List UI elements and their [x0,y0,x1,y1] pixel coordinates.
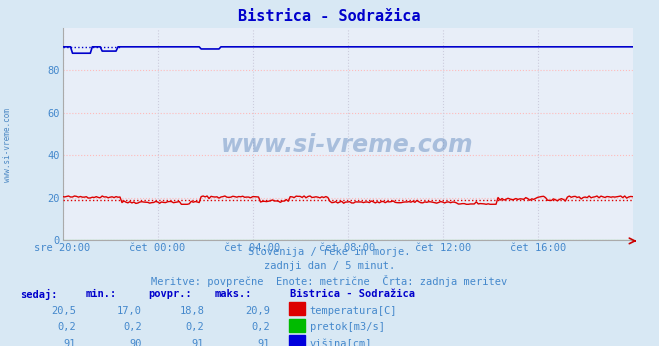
Text: 18,8: 18,8 [179,306,204,316]
Text: min.:: min.: [86,289,117,299]
Text: 0,2: 0,2 [57,322,76,332]
Text: 17,0: 17,0 [117,306,142,316]
Text: www.si-vreme.com: www.si-vreme.com [3,108,13,182]
Text: www.si-vreme.com: www.si-vreme.com [221,133,474,157]
Text: povpr.:: povpr.: [148,289,192,299]
Text: Meritve: povprečne  Enote: metrične  Črta: zadnja meritev: Meritve: povprečne Enote: metrične Črta:… [152,275,507,287]
Text: Bistrica - Sodražica: Bistrica - Sodražica [290,289,415,299]
Text: 0,2: 0,2 [123,322,142,332]
Text: temperatura[C]: temperatura[C] [310,306,397,316]
Text: 20,9: 20,9 [245,306,270,316]
Text: višina[cm]: višina[cm] [310,339,372,346]
Text: 90: 90 [129,339,142,346]
Text: pretok[m3/s]: pretok[m3/s] [310,322,385,332]
Text: Bistrica - Sodražica: Bistrica - Sodražica [239,9,420,24]
Text: 0,2: 0,2 [186,322,204,332]
Text: zadnji dan / 5 minut.: zadnji dan / 5 minut. [264,261,395,271]
Text: 91: 91 [63,339,76,346]
Text: 0,2: 0,2 [252,322,270,332]
Text: Slovenija / reke in morje.: Slovenija / reke in morje. [248,247,411,257]
Text: 20,5: 20,5 [51,306,76,316]
Text: sedaj:: sedaj: [20,289,57,300]
Text: maks.:: maks.: [214,289,252,299]
Text: 91: 91 [258,339,270,346]
Text: 91: 91 [192,339,204,346]
